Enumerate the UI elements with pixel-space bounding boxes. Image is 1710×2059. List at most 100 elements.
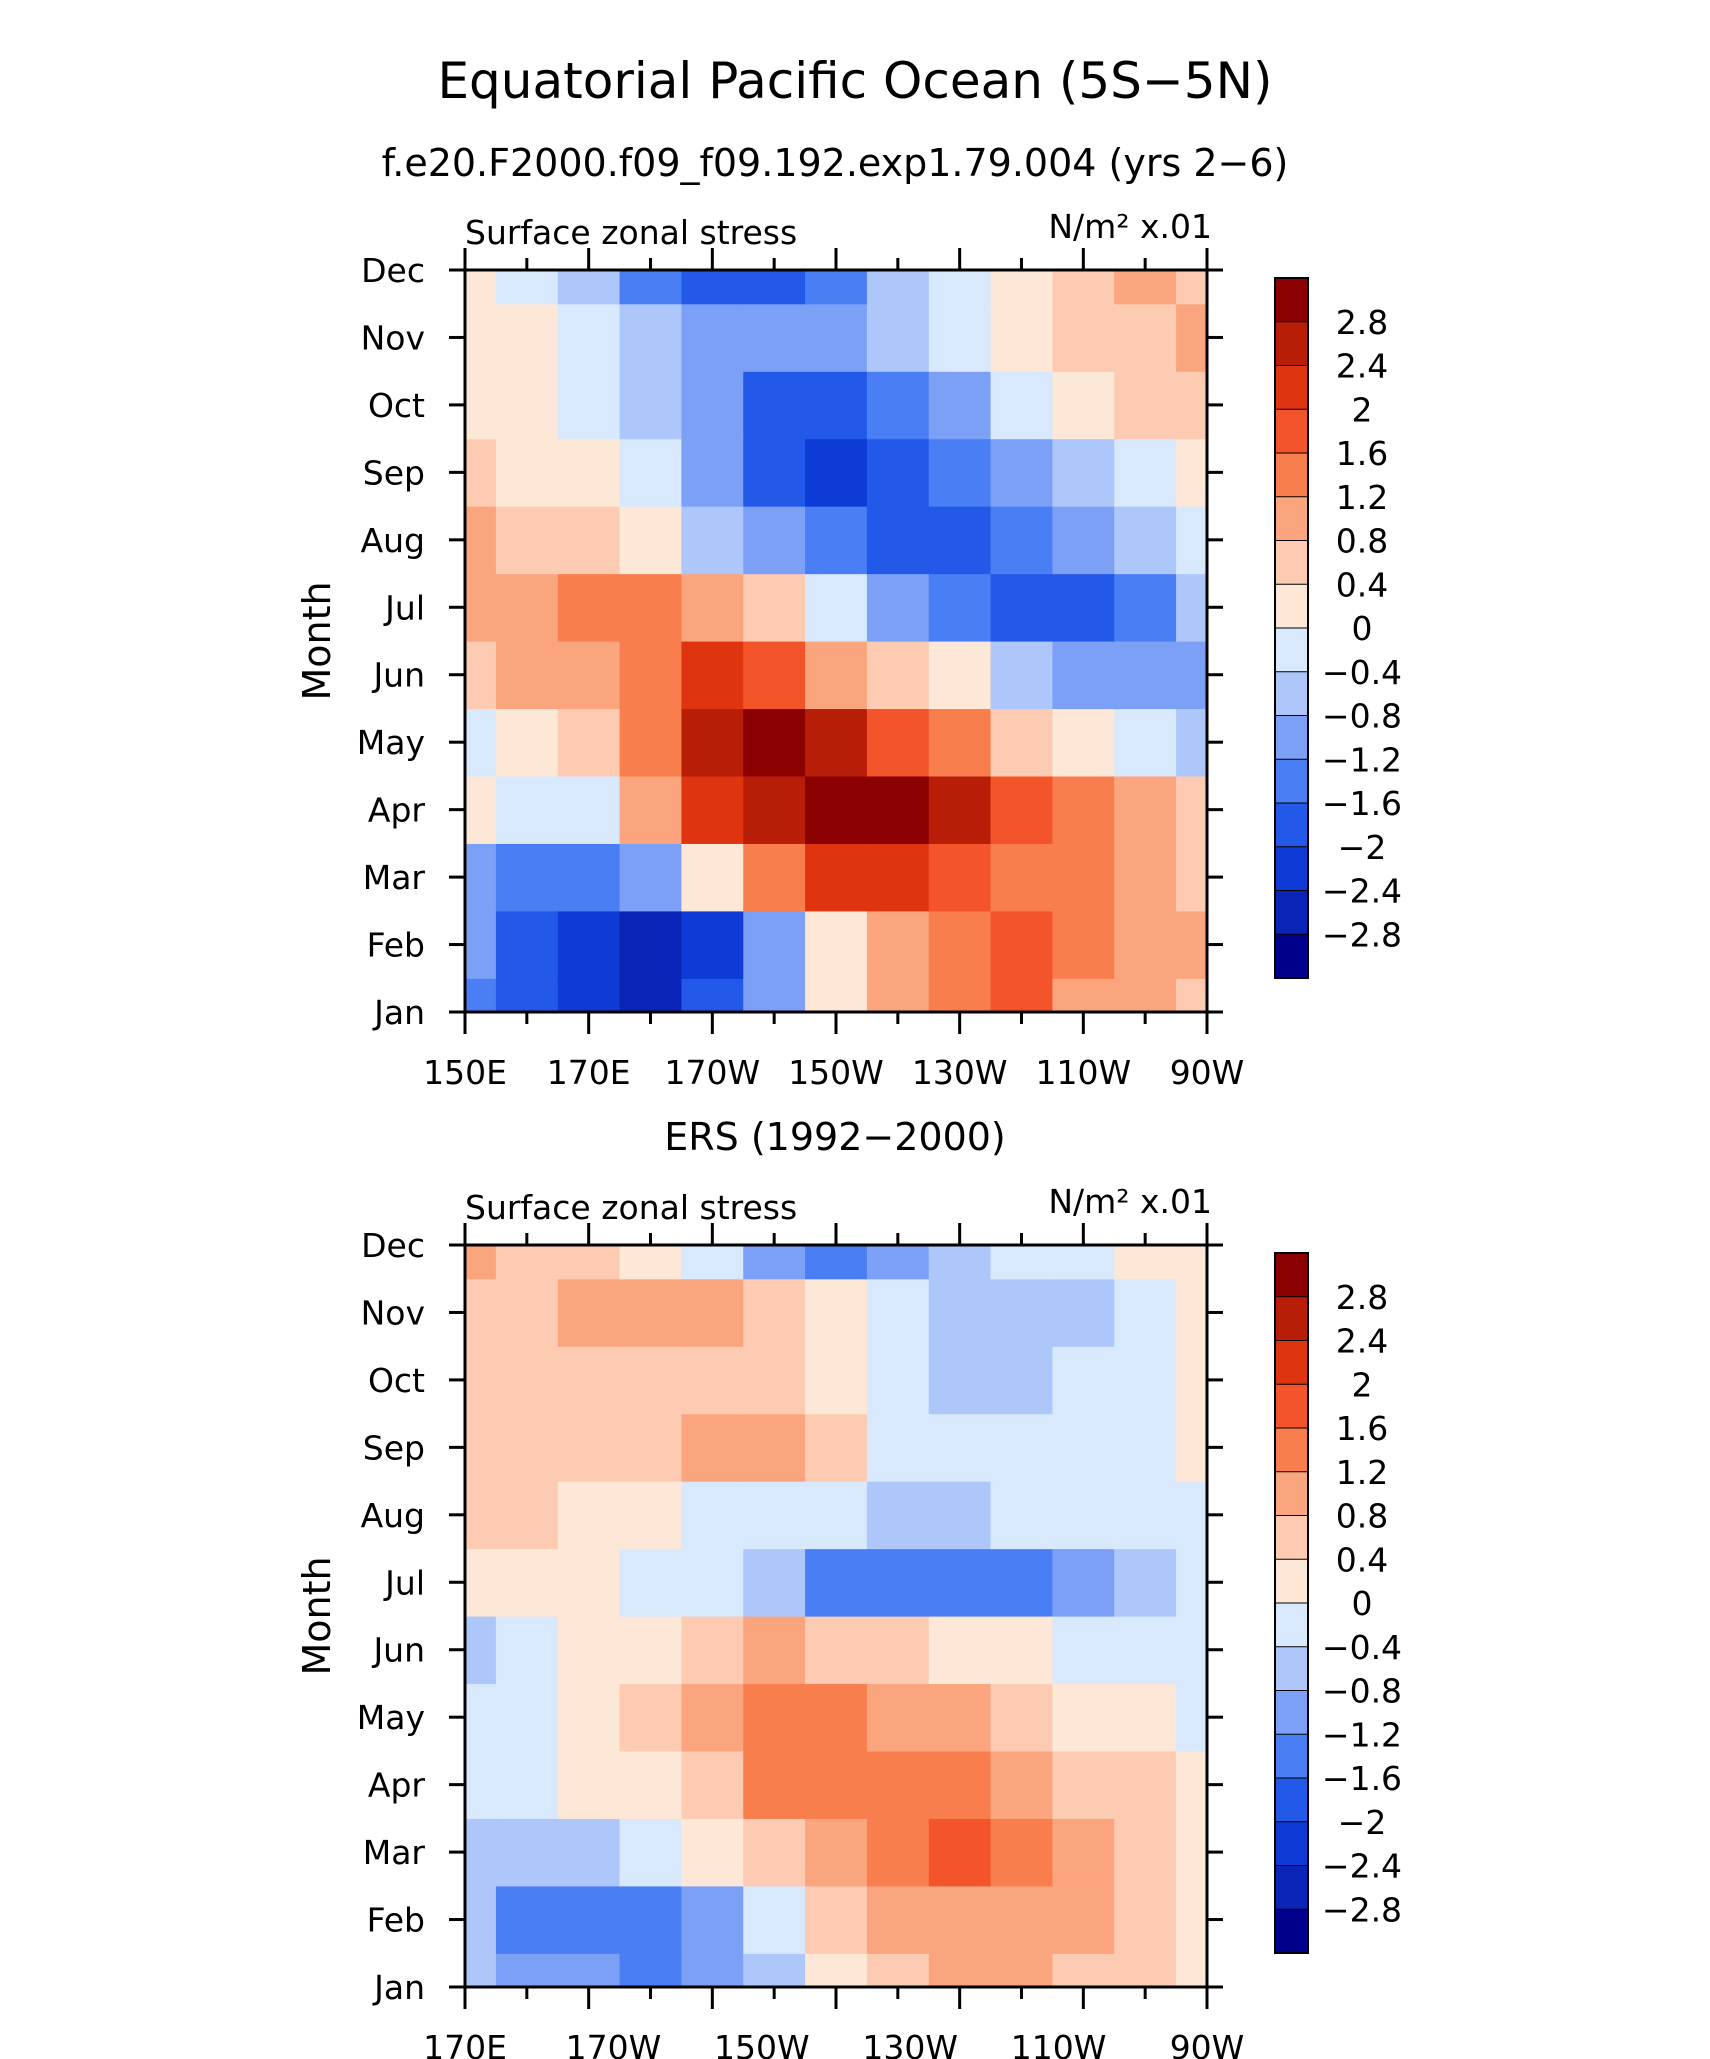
- heatmap-cell: [1052, 978, 1115, 1012]
- heatmap-cell: [805, 1481, 868, 1550]
- heatmap-cell: [1176, 1818, 1207, 1887]
- heatmap-cell: [928, 775, 992, 844]
- heatmap-cell: [495, 506, 559, 575]
- y-tick-label: Aug: [361, 1496, 425, 1535]
- heatmap-cell: [495, 1885, 559, 1954]
- heatmap-cell: [743, 1548, 806, 1617]
- heatmap-cell: [743, 775, 806, 844]
- heatmap-cell: [805, 978, 868, 1012]
- heatmap-cell: [1176, 438, 1207, 507]
- heatmap-cell: [619, 506, 683, 575]
- heatmap-cell: [805, 1413, 868, 1482]
- y-tick-label: Feb: [367, 926, 425, 965]
- heatmap-cell: [1052, 371, 1115, 440]
- heatmap-cell: [866, 1818, 930, 1887]
- heatmap-cell: [557, 438, 621, 507]
- heatmap-cell: [619, 371, 683, 440]
- colorbar-swatch: [1275, 1646, 1308, 1691]
- x-tick-label: 130W: [862, 2028, 958, 2059]
- heatmap-cell: [928, 506, 992, 575]
- heatmap-cell: [619, 1413, 683, 1482]
- heatmap-cell: [866, 1616, 930, 1685]
- heatmap-cell: [495, 1683, 559, 1752]
- colorbar-swatch: [1275, 540, 1308, 585]
- heatmap-cell: [1176, 1750, 1207, 1819]
- heatmap-cell: [990, 641, 1054, 710]
- colorbar-swatch: [1275, 1253, 1308, 1298]
- heatmap-cell: [495, 1616, 559, 1685]
- heatmap-cell: [743, 1818, 806, 1887]
- heatmap-cells: [465, 270, 1207, 1012]
- heatmap-cell: [1052, 910, 1115, 979]
- heatmap-cell: [1052, 303, 1115, 372]
- heatmap-cell: [465, 1750, 497, 1819]
- colorbar-label: −1.2: [1322, 1715, 1402, 1754]
- heatmap-cell: [495, 708, 559, 777]
- heatmap-cell: [495, 910, 559, 979]
- heatmap-cell: [557, 1245, 621, 1280]
- heatmap-cell: [1052, 843, 1115, 912]
- heatmap-cell: [1176, 910, 1207, 979]
- heatmap-cell: [990, 371, 1054, 440]
- heatmap-cell: [743, 1346, 806, 1415]
- heatmap-cell: [495, 371, 559, 440]
- colorbar: 2.8 2.4 2 1.6 1.2 0.8 0.4 0 −0.4 −0.8 −1.2 −1.6 −2 −2…: [1274, 1252, 1402, 1954]
- heatmap-cell: [743, 1245, 806, 1280]
- colorbar-label: 1.6: [1336, 1409, 1388, 1448]
- colorbar-swatch: [1275, 1909, 1308, 1954]
- heatmap-cell: [681, 775, 744, 844]
- heatmap-cell: [990, 1683, 1054, 1752]
- heatmap-cell: [557, 506, 621, 575]
- heatmap-cell: [805, 1818, 868, 1887]
- heatmap-cell: [805, 1750, 868, 1819]
- colorbar-label: −0.8: [1322, 697, 1402, 736]
- colorbar-label: 2.4: [1336, 347, 1388, 386]
- colorbar-label: −2.4: [1322, 872, 1402, 911]
- heatmap-cell: [1114, 1245, 1177, 1280]
- y-tick-label: Jun: [371, 656, 425, 695]
- heatmap-cell: [805, 438, 868, 507]
- heatmap-cell: [866, 910, 930, 979]
- colorbar-swatch: [1275, 671, 1308, 716]
- heatmap-cell: [990, 843, 1054, 912]
- heatmap-cell: [805, 641, 868, 710]
- heatmap-cell: [743, 438, 806, 507]
- y-tick-label: Mar: [363, 858, 426, 897]
- heatmap-cell: [990, 573, 1054, 642]
- colorbar-label: 0: [1352, 1584, 1373, 1623]
- x-tick-label: 110W: [1011, 2028, 1107, 2059]
- heatmap-cell: [557, 1885, 621, 1954]
- heatmap-cell: [990, 1278, 1054, 1347]
- heatmap-cell: [743, 708, 806, 777]
- heatmap-cell: [866, 1413, 930, 1482]
- y-tick-label: May: [357, 723, 425, 762]
- heatmap-cell: [495, 573, 559, 642]
- heatmap-cell: [681, 1481, 744, 1550]
- heatmap-cell: [1052, 1953, 1115, 1987]
- heatmap-cell: [990, 438, 1054, 507]
- heatmap-cell: [928, 910, 992, 979]
- heatmap-cell: [866, 1278, 930, 1347]
- y-tick-label: Jul: [383, 1563, 425, 1602]
- colorbar-swatch: [1275, 1821, 1308, 1866]
- colorbar-swatch: [1275, 365, 1308, 410]
- heatmap-cell: [990, 303, 1054, 372]
- heatmap-cell: [557, 1953, 621, 1987]
- heatmap-cell: [619, 1481, 683, 1550]
- y-tick-label: Jun: [371, 1631, 425, 1670]
- heatmap-cell: [1114, 1616, 1177, 1685]
- heatmap-cell: [805, 1245, 868, 1280]
- heatmap-cell: [805, 1346, 868, 1415]
- colorbar-swatch: [1275, 1559, 1308, 1604]
- colorbar-label: 2.8: [1336, 303, 1388, 342]
- heatmap-cell: [1052, 775, 1115, 844]
- x-ticks: 170E 170W 150W 130W 110W 90W: [423, 1223, 1244, 2059]
- heatmap-cell: [990, 1885, 1054, 1954]
- heatmap-cell: [866, 1481, 930, 1550]
- heatmap-cell: [1114, 371, 1177, 440]
- heatmap-cell: [681, 573, 744, 642]
- figure-title: Equatorial Pacific Ocean (5S−5N): [437, 52, 1272, 110]
- colorbar-swatch: [1275, 803, 1308, 848]
- heatmap-cell: [495, 1278, 559, 1347]
- colorbar-swatch: [1275, 1603, 1308, 1648]
